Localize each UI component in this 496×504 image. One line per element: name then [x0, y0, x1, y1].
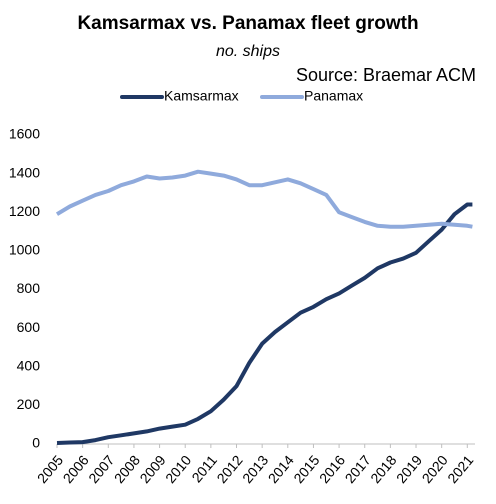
line: [55, 169, 473, 229]
x-tick-label: 2014: [265, 452, 297, 486]
legend-label: Kamsarmax: [164, 88, 239, 104]
legend-label: Panamax: [304, 88, 363, 104]
x-tick-label: 2016: [316, 452, 348, 486]
source: Source: Braemar ACM: [296, 65, 476, 85]
chart-subtitle: no. ships: [216, 43, 280, 60]
x-tick-label: 2005: [34, 452, 66, 486]
x-tick-label: 2017: [342, 452, 374, 486]
line: [56, 202, 473, 445]
x-tick-label: 2018: [367, 452, 399, 486]
chart-title: Kamsarmax vs. Panamax fleet growth: [77, 13, 418, 34]
y-tick-label: 1200: [9, 203, 40, 219]
x-tick-label: 2008: [111, 452, 143, 486]
x-tick-label: 2011: [188, 452, 220, 486]
y-tick-label: 400: [17, 357, 41, 373]
x-tick-label: 2012: [213, 452, 245, 486]
y-tick-label: 1400: [9, 164, 40, 180]
y-tick-label: 1000: [9, 242, 40, 258]
x-tick-label: 2007: [85, 452, 117, 486]
y-tick-label: 800: [17, 280, 41, 296]
x-tick-label: 2006: [59, 452, 91, 486]
y-tick-label: 600: [17, 319, 41, 335]
x-tick-label: 2020: [419, 452, 451, 486]
x-tick-label: 2009: [136, 452, 168, 486]
x-tick-label: 2021: [444, 452, 476, 486]
y-tick-label: 200: [17, 396, 41, 412]
y-tick-label: 1600: [9, 126, 40, 142]
x-tick-label: 2010: [162, 452, 194, 486]
x-tick-label: 2019: [393, 452, 425, 486]
y-tick-label: 0: [32, 435, 40, 451]
x-tick-label: 2013: [239, 452, 271, 486]
x-tick-label: 2015: [290, 452, 322, 486]
